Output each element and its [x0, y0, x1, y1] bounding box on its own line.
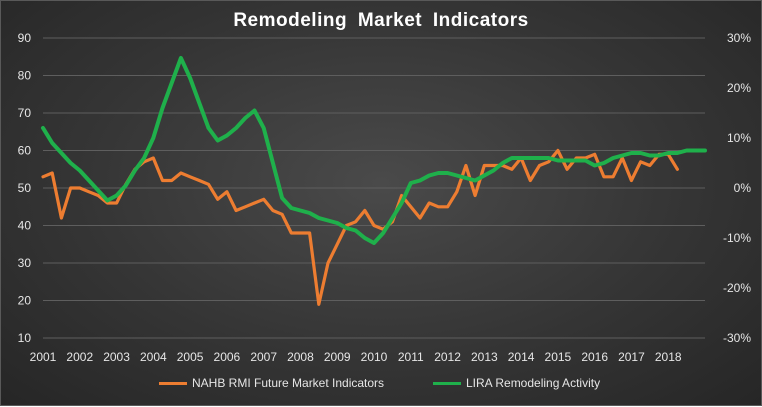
x-tick-label: 2017: [618, 350, 645, 364]
x-tick-label: 2013: [471, 350, 498, 364]
x-tick-label: 2010: [361, 350, 388, 364]
x-tick-label: 2014: [508, 350, 535, 364]
y-right-tick-label: -10%: [723, 231, 751, 245]
y-right-tick-label: 20%: [727, 81, 751, 95]
legend: NAHB RMI Future Market Indicators LIRA Re…: [1, 376, 761, 394]
y-left-tick-label: 80: [18, 69, 32, 83]
series-line-nahb-rmi: [41, 148, 680, 306]
y-right-tick-label: -20%: [723, 281, 751, 295]
x-tick-label: 2011: [398, 350, 424, 364]
x-tick-label: 2006: [214, 350, 241, 364]
legend-item: LIRA Remodeling Activity: [433, 376, 600, 390]
x-tick-label: 2009: [324, 350, 351, 364]
y-left-tick-label: 70: [18, 106, 32, 120]
x-tick-label: 2001: [30, 350, 57, 364]
legend-item: NAHB RMI Future Market Indicators: [159, 376, 384, 390]
y-left-tick-label: 30: [18, 256, 32, 270]
x-tick-label: 2008: [287, 350, 314, 364]
y-right-tick-label: 0%: [734, 181, 752, 195]
y-left-tick-label: 90: [18, 31, 32, 45]
y-left-tick-label: 60: [18, 144, 32, 158]
y-right-tick-label: 10%: [727, 131, 751, 145]
x-tick-label: 2003: [103, 350, 130, 364]
y-left-tick-label: 40: [18, 219, 32, 233]
y-left-tick-label: 20: [18, 294, 32, 308]
x-tick-label: 2007: [250, 350, 277, 364]
legend-swatch: [433, 381, 461, 385]
y-left-tick-label: 50: [18, 181, 32, 195]
x-tick-label: 2005: [177, 350, 204, 364]
x-tick-label: 2015: [545, 350, 572, 364]
chart-title: Remodeling Market Indicators: [233, 10, 529, 31]
x-tick-label: 2002: [66, 350, 93, 364]
x-tick-label: 2012: [434, 350, 461, 364]
x-tick-label: 2018: [655, 350, 682, 364]
y-right-tick-label: -30%: [723, 331, 751, 345]
x-tick-label: 2004: [140, 350, 167, 364]
x-tick-label: 2016: [581, 350, 608, 364]
y-left-tick-label: 10: [18, 331, 32, 345]
y-right-tick-label: 30%: [727, 31, 751, 45]
legend-label: NAHB RMI Future Market Indicators: [192, 376, 385, 390]
legend-swatch: [159, 381, 187, 385]
legend-label: LIRA Remodeling Activity: [466, 376, 601, 390]
series-line-lira: [41, 56, 707, 245]
